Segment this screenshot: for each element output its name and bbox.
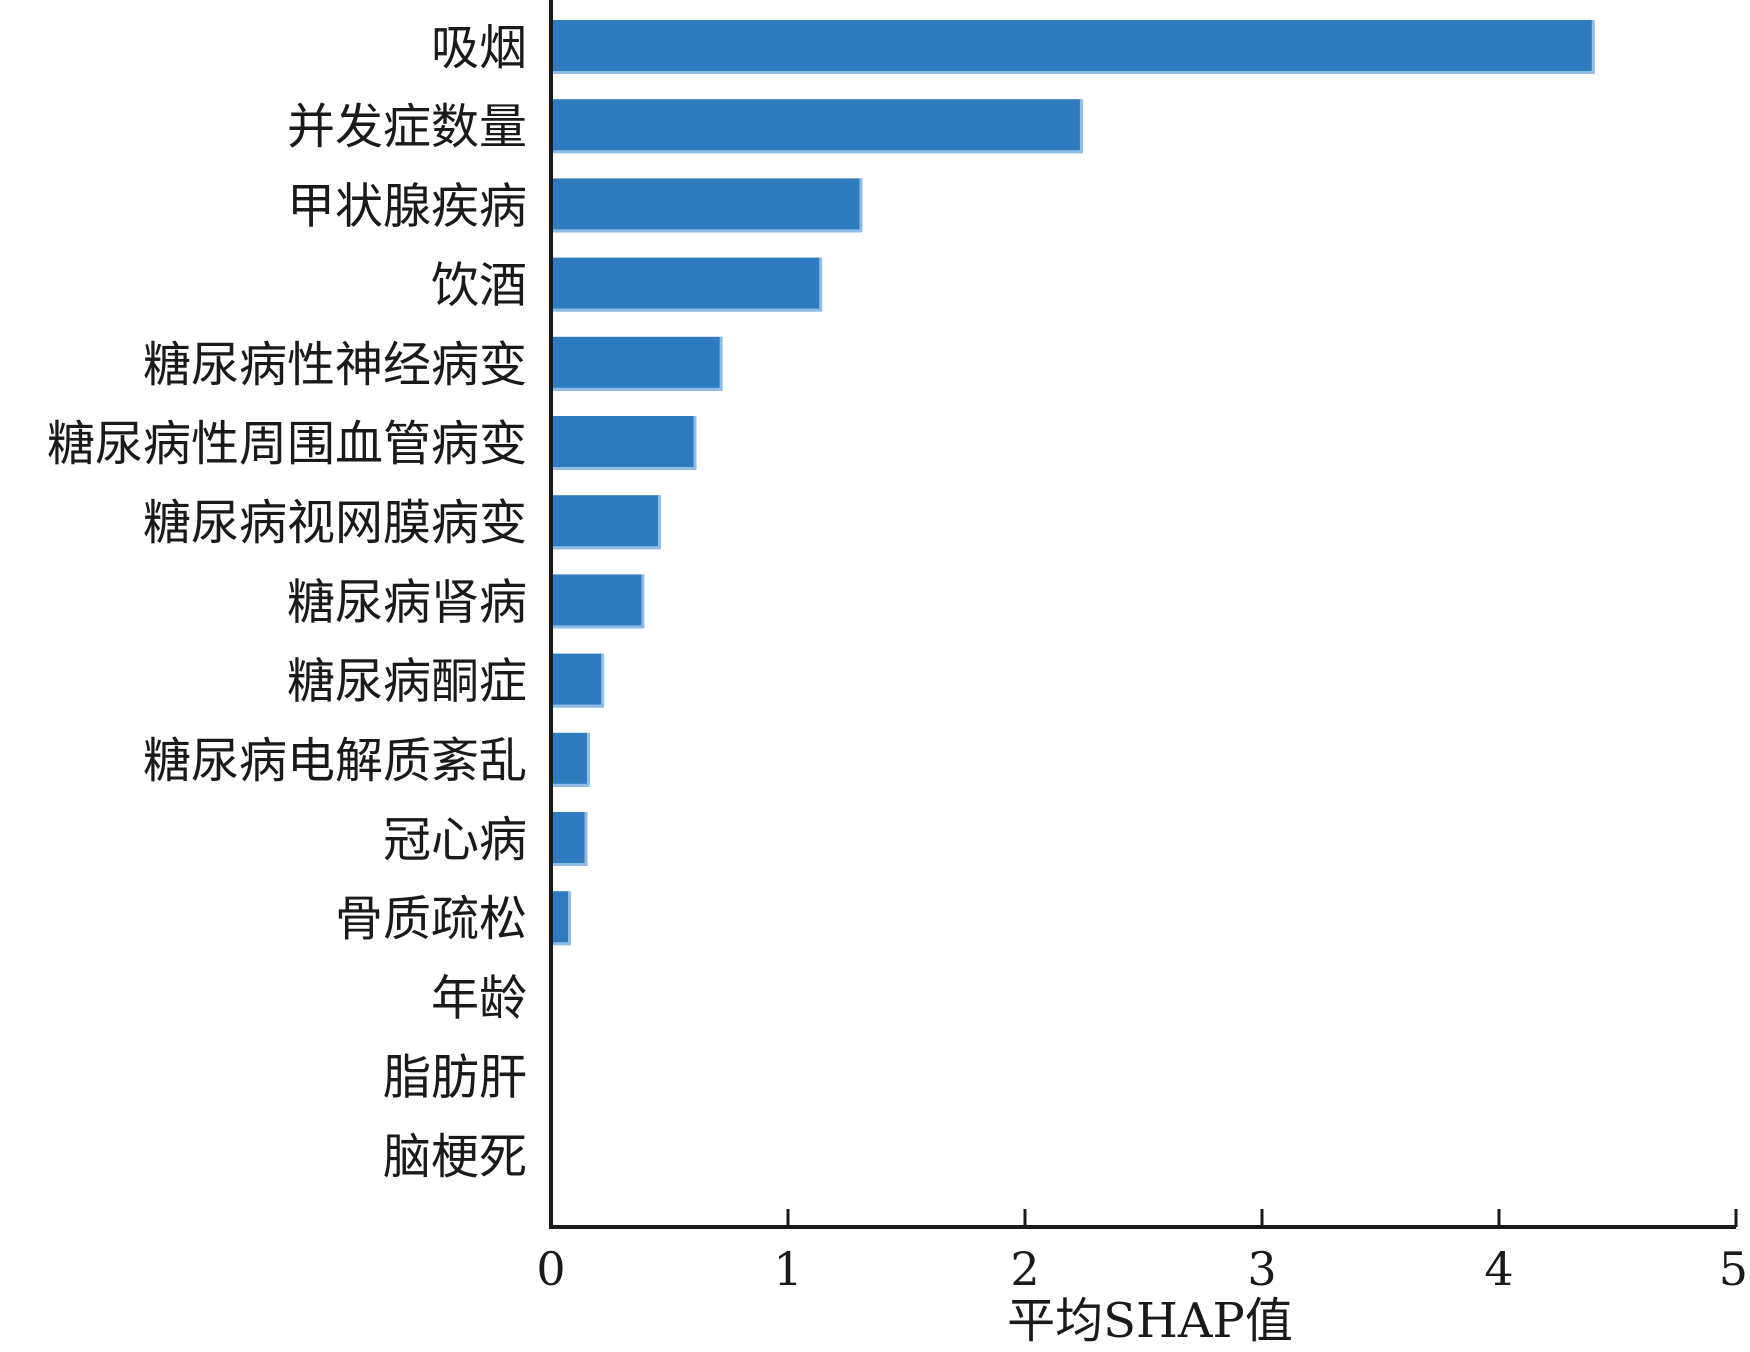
x-axis: 0 1 2 3 4 5 平均SHAP值	[536, 0, 1748, 1349]
x-axis-title: 平均SHAP值	[1007, 1293, 1293, 1348]
bar	[553, 653, 604, 708]
x-tick-label: 5	[1719, 1242, 1748, 1296]
category-label: 糖尿病肾病	[287, 574, 527, 630]
bar	[553, 99, 1082, 154]
bar	[553, 336, 722, 391]
bar-edge	[553, 229, 862, 233]
bar	[553, 574, 644, 629]
x-tick-label: 1	[773, 1242, 802, 1296]
bar-edge	[553, 704, 604, 708]
category-label: 骨质疏松	[335, 891, 527, 947]
bar-edge	[553, 150, 1082, 154]
category-label: 糖尿病视网膜病变	[143, 495, 527, 551]
bar-edge	[553, 863, 587, 866]
category-label: 糖尿病电解质紊乱	[143, 733, 527, 789]
bar	[553, 812, 587, 866]
bar	[553, 178, 862, 233]
category-label: 吸烟	[431, 20, 527, 76]
bar-edge	[553, 546, 661, 550]
bar-edge	[641, 574, 645, 629]
bar	[553, 891, 570, 946]
bar-edge	[553, 942, 570, 946]
bar-edge	[859, 178, 863, 233]
bar-edge	[553, 387, 722, 391]
category-label: 甲状腺疾病	[287, 178, 527, 234]
category-labels: 吸烟并发症数量甲状腺疾病饮酒糖尿病性神经病变糖尿病性周围血管病变糖尿病视网膜病变…	[47, 20, 527, 1185]
category-label: 年龄	[431, 970, 527, 1026]
category-label: 糖尿病性周围血管病变	[47, 416, 527, 472]
bar-edge	[658, 495, 662, 550]
x-tick-label: 4	[1484, 1242, 1513, 1296]
category-label: 糖尿病性神经病变	[143, 337, 527, 393]
bar-edge	[586, 732, 590, 787]
bar-edge	[584, 812, 588, 866]
bar-edge	[819, 257, 823, 312]
bar-edge	[553, 308, 822, 312]
bar-edge	[567, 891, 571, 946]
category-label: 并发症数量	[287, 99, 527, 155]
bars-layer	[553, 20, 1595, 946]
category-label: 脂肪肝	[383, 1050, 527, 1106]
x-tick-label: 2	[1010, 1242, 1039, 1296]
bar-edge	[601, 653, 605, 708]
x-tick-label: 3	[1247, 1242, 1276, 1296]
bar-edge	[553, 467, 696, 470]
bar	[553, 416, 696, 470]
x-tick-label: 0	[536, 1242, 565, 1296]
bar	[553, 20, 1594, 74]
category-label: 脑梗死	[383, 1129, 527, 1185]
category-label: 冠心病	[383, 812, 527, 868]
bar-edge	[553, 71, 1594, 74]
bar-edge	[719, 336, 723, 391]
bar-edge	[1079, 99, 1083, 154]
x-ticks: 0 1 2 3 4 5	[536, 1209, 1748, 1296]
category-label: 饮酒	[431, 258, 527, 314]
bar	[553, 257, 822, 312]
bar	[553, 732, 589, 787]
bar-edge	[1591, 20, 1595, 74]
category-label: 糖尿病酮症	[287, 654, 527, 710]
bar-edge	[553, 625, 644, 629]
bar	[553, 495, 661, 550]
bar-edge	[693, 416, 697, 470]
bar-edge	[553, 783, 589, 787]
